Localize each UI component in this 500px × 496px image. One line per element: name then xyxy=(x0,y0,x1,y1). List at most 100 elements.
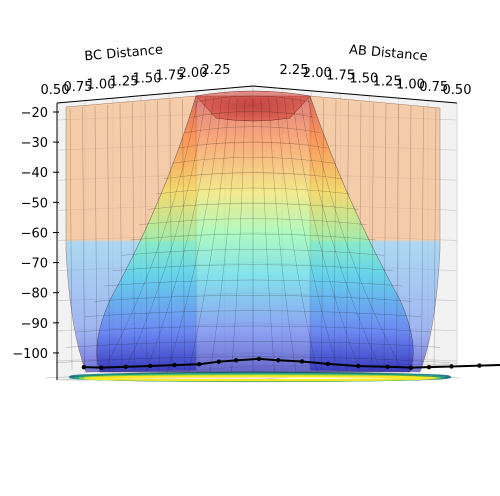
mesh-row-11 xyxy=(112,264,394,271)
mesh-row-15 xyxy=(75,325,431,333)
ab-tick-label-5: 1.75 xyxy=(326,69,355,84)
mesh-row-2 xyxy=(185,126,321,133)
mesh-row-6 xyxy=(155,187,351,195)
ab-tick-label-0: 0.50 xyxy=(443,83,472,98)
trajectory xyxy=(81,356,500,370)
bc-tick-label-3: 1.25 xyxy=(110,74,139,89)
trajectory-point-7 xyxy=(233,358,239,363)
surface-cap xyxy=(195,90,311,122)
floor-contour-3 xyxy=(83,375,437,382)
mesh-wingr-9 xyxy=(321,98,324,371)
mesh-col-11 xyxy=(284,97,339,373)
z-tick-label-7: −90 xyxy=(21,317,48,332)
surface xyxy=(45,90,461,379)
trajectory-point-16 xyxy=(449,364,454,369)
mesh-wingr-7 xyxy=(346,100,349,371)
ab-tick-label-2: 1.00 xyxy=(396,77,425,92)
mesh-wingl-4 xyxy=(119,103,123,371)
mesh-row-13 xyxy=(94,295,412,302)
bc-tick-label-5: 1.75 xyxy=(156,69,185,84)
mesh-row-9 xyxy=(130,233,376,241)
mesh-col-14 xyxy=(307,97,404,373)
mesh-row-5 xyxy=(163,172,343,179)
mesh-row-10 xyxy=(121,249,385,256)
trajectory-point-15 xyxy=(426,364,432,370)
ab-tick-label-3: 1.25 xyxy=(373,74,402,89)
mesh-col-10 xyxy=(276,97,318,373)
trajectory-point-17 xyxy=(477,363,482,368)
mesh-wingl-1 xyxy=(82,106,85,371)
mesh-wingl-0 xyxy=(69,107,73,371)
mesh-wingr-3 xyxy=(396,104,399,371)
mesh-col-13 xyxy=(299,97,382,373)
z-tick-label-4: −60 xyxy=(21,226,48,241)
mesh-row-14 xyxy=(85,310,421,317)
mesh-wingr-6 xyxy=(358,101,362,371)
mesh-col-12 xyxy=(292,97,361,373)
mesh-wingl-6 xyxy=(144,101,148,371)
mesh-wingl-3 xyxy=(107,104,110,371)
surface-ridge xyxy=(96,95,414,373)
trajectory-point-4 xyxy=(172,362,177,368)
trajectory-point-9 xyxy=(276,358,281,363)
z-tick-label-0: −20 xyxy=(21,106,48,121)
mesh-row-16 xyxy=(65,341,441,348)
trajectory-point-12 xyxy=(356,363,361,369)
mesh-wingr-1 xyxy=(421,106,424,371)
trajectory-point-3 xyxy=(148,363,153,369)
mesh-row-8 xyxy=(139,218,367,225)
top-axis-line xyxy=(56,85,458,104)
bc-tick-label-6: 2.00 xyxy=(179,66,208,81)
trajectory-point-6 xyxy=(216,359,222,364)
mesh-wingl-7 xyxy=(157,100,160,371)
bc-tick-label-1: 0.75 xyxy=(64,80,93,95)
axes: −20−30−40−50−60−70−80−90−1000.500.751.00… xyxy=(12,43,471,380)
trajectory-point-2 xyxy=(123,364,128,370)
mesh-col-6 xyxy=(231,97,246,373)
mesh-row-7 xyxy=(147,203,359,210)
mesh-row-12 xyxy=(103,279,403,287)
bc-tick-label-4: 1.50 xyxy=(133,72,162,87)
mesh-wingr-8 xyxy=(333,99,337,371)
mesh-row-4 xyxy=(171,157,335,164)
trajectory-point-0 xyxy=(81,364,87,370)
bc-tick-label-7: 2.25 xyxy=(202,63,231,78)
trajectory-point-14 xyxy=(408,365,414,370)
z-tick-label-3: −50 xyxy=(21,196,48,211)
mesh-col-4 xyxy=(188,97,230,373)
ab-tick-label-6: 2.00 xyxy=(303,66,332,81)
mesh-wingr-0 xyxy=(433,107,437,371)
mesh-wingr-5 xyxy=(371,102,374,371)
ab-tick-label-4: 1.50 xyxy=(349,72,378,87)
mesh-col-1 xyxy=(124,97,207,373)
surface-mesh xyxy=(45,95,461,379)
mesh-row-18 xyxy=(45,371,461,379)
mesh-wingl-5 xyxy=(132,102,135,371)
trajectory-point-11 xyxy=(325,361,331,367)
mesh-wingr-2 xyxy=(408,105,412,371)
mesh-col-8 xyxy=(260,97,275,373)
ab-axis-label: AB Distance xyxy=(348,43,428,65)
mesh-col-5 xyxy=(209,97,238,373)
bc-tick-label-0: 0.50 xyxy=(41,83,70,98)
floor-contour xyxy=(68,371,452,383)
trajectory-point-8 xyxy=(256,356,262,362)
z-tick-label-1: −30 xyxy=(21,136,48,151)
trajectory-point-5 xyxy=(196,362,202,367)
mesh-row-0 xyxy=(195,95,311,103)
trajectory-point-1 xyxy=(99,365,104,370)
mesh-wingl-9 xyxy=(182,98,185,371)
mesh-wingl-8 xyxy=(169,99,173,371)
ab-tick-label-7: 2.25 xyxy=(280,63,309,78)
mesh-row-3 xyxy=(178,141,328,149)
bc-tick-label-2: 1.00 xyxy=(87,77,116,92)
mesh-col-2 xyxy=(145,97,214,373)
mesh-wingl-2 xyxy=(94,105,98,371)
mesh-row-1 xyxy=(191,111,315,118)
z-tick-label-2: −40 xyxy=(21,166,48,181)
z-tick-label-8: −100 xyxy=(12,347,48,362)
trajectory-point-10 xyxy=(299,359,305,364)
bc-axis-label: BC Distance xyxy=(84,43,164,65)
trajectory-point-13 xyxy=(385,364,390,369)
